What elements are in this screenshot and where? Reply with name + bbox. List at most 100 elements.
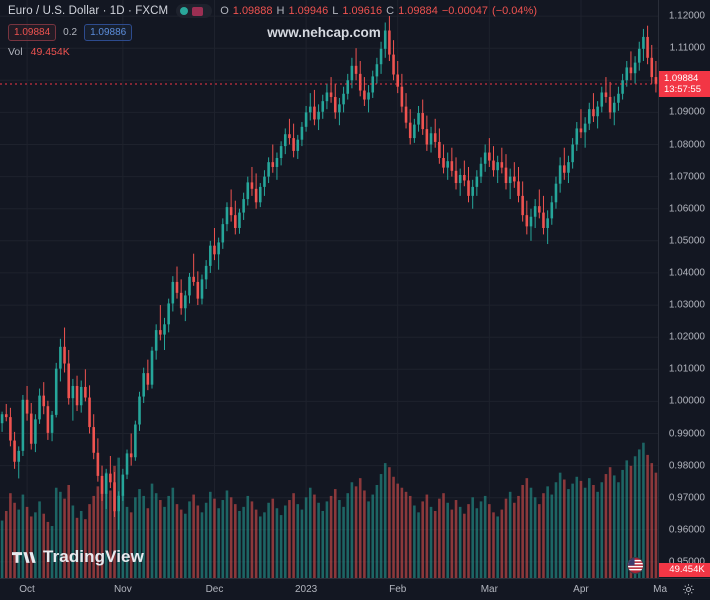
candle-body (17, 450, 21, 462)
volume-bar (279, 515, 283, 578)
candle-body (483, 152, 487, 164)
volume-bar (175, 504, 179, 578)
candle-body (633, 62, 637, 74)
candle-body (504, 167, 508, 184)
candle-body (184, 295, 187, 309)
candle-body (363, 90, 366, 100)
volume-bar (383, 463, 387, 578)
volume-bar (134, 497, 137, 578)
volume-bar (192, 494, 195, 578)
candle-body (475, 176, 479, 187)
candle-body (46, 406, 50, 433)
volume-bar (21, 494, 25, 578)
volume-bar (167, 495, 170, 578)
candle-body (104, 473, 108, 494)
candle-body (538, 206, 541, 213)
candle-body (84, 386, 87, 398)
volume-bar (42, 513, 46, 578)
volume-bar (550, 494, 554, 578)
candle-body (425, 129, 429, 145)
volume-bar (629, 465, 633, 578)
volume-bar (304, 497, 308, 578)
volume-bar (325, 501, 329, 578)
candle-body (21, 399, 25, 451)
chart-plot-area[interactable] (0, 0, 658, 578)
volume-bar (442, 493, 445, 578)
candle-body (650, 57, 654, 78)
candle-body (150, 350, 154, 385)
volume-bar (608, 467, 612, 578)
volume-bar (188, 501, 191, 578)
candle-body (600, 92, 604, 107)
candle-body (608, 96, 612, 113)
candle-body (329, 92, 333, 97)
volume-bar (538, 504, 541, 578)
volume-bar (396, 483, 399, 578)
candle-body (117, 495, 120, 512)
volume-bar (563, 479, 566, 578)
price-tick-label: 1.11000 (669, 42, 705, 54)
volume-bar (229, 497, 233, 578)
volume-bar (79, 510, 83, 578)
volume-bar (517, 495, 520, 578)
volume-bar (579, 480, 583, 578)
candle-body (38, 395, 41, 420)
volume-bar (450, 509, 454, 578)
gear-icon[interactable] (681, 582, 696, 597)
candle-body (371, 76, 375, 93)
volume-bar (292, 493, 295, 578)
volume-bar (217, 508, 220, 578)
volume-bar (375, 484, 379, 578)
volume-bar (333, 489, 337, 578)
candle-body (383, 30, 387, 49)
volume-bar (417, 512, 420, 578)
candle-body (50, 414, 54, 433)
candle-body (279, 146, 283, 158)
candle-body (417, 113, 420, 125)
current-price-badge-price: 1.09884 (664, 73, 699, 84)
volume-bar (621, 469, 624, 578)
time-scale[interactable]: Oct Nov Dec 2023 Feb Mar Apr Ma (0, 578, 710, 600)
candle-body (308, 106, 312, 113)
candle-body (579, 128, 583, 133)
volume-bar (225, 490, 229, 578)
candle-body (563, 165, 566, 173)
price-tick-label: 1.00000 (668, 395, 705, 407)
candle-body (304, 112, 308, 127)
candle-body (413, 124, 416, 139)
volume-bar (367, 501, 370, 578)
candle-body (196, 281, 200, 299)
volume-bar (654, 472, 658, 578)
volume-bar (142, 495, 145, 578)
candlestick-svg (0, 0, 658, 578)
volume-bar (63, 498, 66, 578)
volume-bar (0, 520, 4, 578)
candle-body (446, 161, 449, 168)
volume-bar (246, 495, 250, 578)
volume-bar (50, 526, 54, 578)
candle-body (238, 212, 241, 228)
candle-body (433, 133, 437, 142)
volume-bar (171, 487, 175, 578)
candle-body (4, 414, 8, 418)
us-flag-icon[interactable] (627, 557, 644, 574)
candle-body (246, 182, 250, 200)
price-tick-label: 1.03000 (668, 299, 705, 311)
volume-bar (471, 497, 474, 578)
volume-bar (413, 505, 416, 578)
current-price-badge[interactable]: 1.09884 13:57:55 (659, 71, 710, 97)
volume-bar (350, 482, 354, 578)
candle-body (429, 133, 433, 145)
candle-body (171, 281, 175, 304)
price-tick-label: 0.95000 (668, 556, 705, 568)
volume-badge[interactable]: 49.454K (659, 563, 710, 577)
volume-bar (84, 519, 87, 578)
time-tick-label: Oct (19, 584, 35, 595)
price-scale[interactable]: 1.120001.110001.100001.090001.080001.070… (658, 0, 710, 578)
volume-bar (29, 516, 33, 578)
volume-bar (179, 509, 183, 578)
candle-body (604, 92, 608, 97)
candle-body (204, 265, 208, 280)
volume-bar (542, 493, 545, 578)
volume-bar (67, 484, 70, 578)
